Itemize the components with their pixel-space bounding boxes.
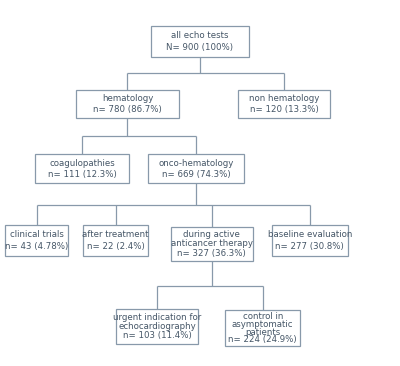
FancyBboxPatch shape [272,225,348,255]
Text: n= 43 (4.78%): n= 43 (4.78%) [5,242,68,251]
FancyBboxPatch shape [83,225,148,255]
FancyBboxPatch shape [148,154,244,183]
Text: patients: patients [245,328,280,337]
Text: asymptomatic: asymptomatic [232,320,294,329]
Text: n= 669 (74.3%): n= 669 (74.3%) [162,170,230,179]
Text: clinical trials: clinical trials [10,230,64,239]
Text: n= 111 (12.3%): n= 111 (12.3%) [48,170,117,179]
Text: n= 120 (13.3%): n= 120 (13.3%) [250,105,319,114]
Text: N= 900 (100%): N= 900 (100%) [166,43,234,52]
Text: onco-hematology: onco-hematology [158,158,234,168]
Text: non hematology: non hematology [249,94,320,103]
FancyBboxPatch shape [171,227,253,261]
Text: n= 224 (24.9%): n= 224 (24.9%) [228,336,297,344]
FancyBboxPatch shape [238,90,330,119]
FancyBboxPatch shape [151,26,249,57]
Text: n= 327 (36.3%): n= 327 (36.3%) [177,249,246,258]
Text: n= 780 (86.7%): n= 780 (86.7%) [93,105,162,114]
Text: baseline evaluation: baseline evaluation [268,230,352,239]
Text: all echo tests: all echo tests [171,31,229,40]
Text: echocardiography: echocardiography [118,322,196,331]
Text: anticancer therapy: anticancer therapy [171,239,253,249]
Text: control in: control in [242,312,283,321]
FancyBboxPatch shape [5,225,68,255]
Text: after treatment: after treatment [82,230,149,239]
Text: n= 277 (30.8%): n= 277 (30.8%) [275,242,344,251]
Text: urgent indication for: urgent indication for [113,313,201,321]
Text: hematology: hematology [102,94,153,103]
FancyBboxPatch shape [76,90,180,119]
FancyBboxPatch shape [226,310,300,346]
Text: coagulopathies: coagulopathies [50,158,115,168]
FancyBboxPatch shape [35,154,130,183]
Text: during active: during active [183,230,240,239]
Text: n= 22 (2.4%): n= 22 (2.4%) [87,242,144,251]
FancyBboxPatch shape [116,309,198,344]
Text: n= 103 (11.4%): n= 103 (11.4%) [122,332,191,340]
